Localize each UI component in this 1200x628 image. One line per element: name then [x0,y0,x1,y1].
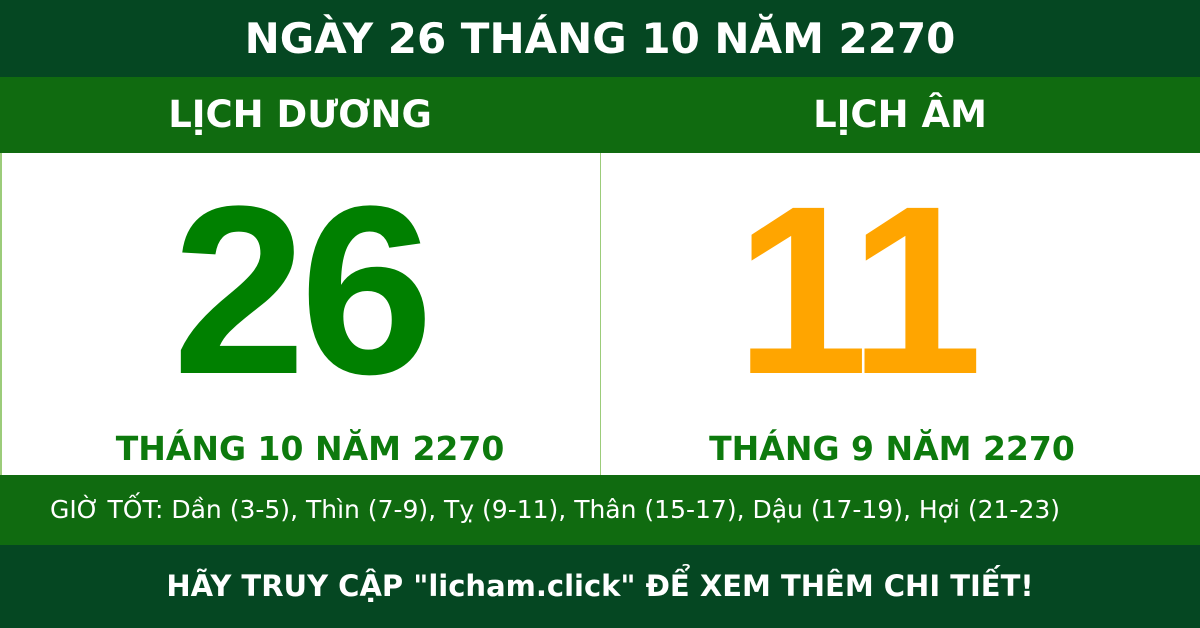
solar-calendar-label: LỊCH DƯƠNG [168,93,432,136]
lunar-calendar-label: LỊCH ÂM [813,93,987,136]
lunar-day: 11 [735,156,983,424]
solar-day: 26 [172,156,434,424]
column-divider [600,153,601,475]
good-hours: GIỜ TỐT: Dần (3-5), Thìn (7-9), Tỵ (9-11… [0,475,1200,545]
calendar-headers: LỊCH DƯƠNG LỊCH ÂM [0,77,1200,153]
footer-cta: HÃY TRUY CẬP "licham.click" ĐỂ XEM THÊM … [0,545,1200,628]
solar-month-year: THÁNG 10 NĂM 2270 [115,429,505,468]
page-title: NGÀY 26 THÁNG 10 NĂM 2270 [0,0,1200,77]
lunar-month-year: THÁNG 9 NĂM 2270 [709,429,1075,468]
left-border [0,153,2,475]
